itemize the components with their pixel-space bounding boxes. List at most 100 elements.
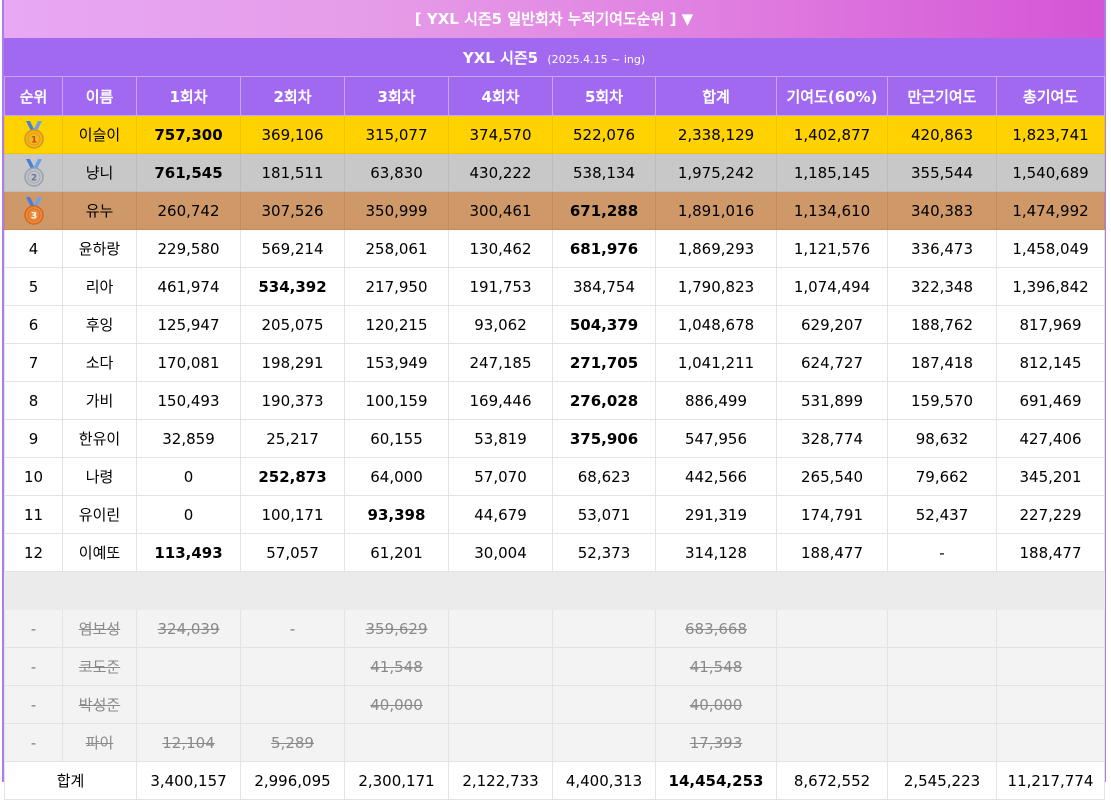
round-2-cell: 307,526 — [240, 191, 345, 230]
contribution-cell: 188,477 — [776, 533, 888, 572]
name-cell: 유이린 — [62, 495, 137, 534]
attendance-contribution-cell: 340,383 — [887, 191, 997, 230]
round-1-cell: 170,081 — [136, 343, 241, 382]
contribution-cell: 8,672,552 — [776, 761, 888, 800]
round-5-cell: 276,028 — [552, 381, 656, 420]
sum-cell: 442,566 — [655, 457, 777, 496]
round-5-cell — [552, 647, 656, 686]
sum-cell: 291,319 — [655, 495, 777, 534]
round-2-cell: 181,511 — [240, 153, 345, 192]
round-4-cell: 300,461 — [448, 191, 553, 230]
divider-cell — [4, 571, 63, 610]
attendance-contribution-cell: 159,570 — [887, 381, 997, 420]
total-contribution-cell: 1,474,992 — [996, 191, 1105, 230]
divider-cell — [62, 571, 137, 610]
sum-cell: 1,869,293 — [655, 229, 777, 268]
silver-medal-icon: 2 — [23, 158, 44, 187]
rank-cell: 12 — [4, 533, 63, 572]
header-row: 순위 이름 1회차 2회차 3회차 4회차 5회차 합계 기여도(60%) 만근… — [4, 76, 1105, 116]
round-3-cell: 258,061 — [344, 229, 449, 268]
sum-cell: 314,128 — [655, 533, 777, 572]
contribution-cell — [776, 723, 888, 762]
round-5-cell: 68,623 — [552, 457, 656, 496]
header-sum: 합계 — [655, 76, 777, 116]
header-contribution: 기여도(60%) — [776, 76, 888, 116]
total-contribution-cell: 427,406 — [996, 419, 1105, 458]
round-4-cell: 57,070 — [448, 457, 553, 496]
round-5-cell: 53,071 — [552, 495, 656, 534]
round-5-cell — [552, 685, 656, 724]
round-5-cell — [552, 609, 656, 648]
rank-cell: - — [4, 609, 63, 648]
rank-cell: 8 — [4, 381, 63, 420]
contribution-cell: 1,185,145 — [776, 153, 888, 192]
totals-row: 합계 3,400,157 2,996,095 2,300,171 2,122,733 4,… — [4, 761, 1105, 800]
sum-cell: 2,338,129 — [655, 115, 777, 154]
round-3-cell: 217,950 — [344, 267, 449, 306]
round-4-cell: 191,753 — [448, 267, 553, 306]
attendance-contribution-cell: 2,545,223 — [887, 761, 997, 800]
round-1-cell: 324,039 — [136, 609, 241, 648]
divider-cell — [655, 571, 777, 610]
rank-cell: 6 — [4, 305, 63, 344]
divider-cell — [136, 571, 241, 610]
round-4-cell: 93,062 — [448, 305, 553, 344]
round-5-cell: 504,379 — [552, 305, 656, 344]
round-1-cell — [136, 647, 241, 686]
round-4-cell: 53,819 — [448, 419, 553, 458]
sum-cell: 1,891,016 — [655, 191, 777, 230]
round-5-cell: 671,288 — [552, 191, 656, 230]
round-1-cell: 125,947 — [136, 305, 241, 344]
round-4-cell — [448, 647, 553, 686]
total-contribution-cell — [996, 723, 1105, 762]
divider-cell — [344, 571, 449, 610]
table-row: 8 가비 150,493 190,373 100,159 169,446 276,028 88… — [4, 381, 1105, 420]
rank-cell: 7 — [4, 343, 63, 382]
round-1-cell: 12,104 — [136, 723, 241, 762]
sum-cell: 683,668 — [655, 609, 777, 648]
round-5-cell: 538,134 — [552, 153, 656, 192]
divider-cell — [996, 571, 1105, 610]
rank-cell: 5 — [4, 267, 63, 306]
table-row: 4 윤하랑 229,580 569,214 258,061 130,462 681,976 1… — [4, 229, 1105, 268]
total-contribution-cell: 1,396,842 — [996, 267, 1105, 306]
round-5-cell: 681,976 — [552, 229, 656, 268]
round-5-cell: 271,705 — [552, 343, 656, 382]
name-cell: 소다 — [62, 343, 137, 382]
round-2-cell: 25,217 — [240, 419, 345, 458]
round-3-cell: 41,548 — [344, 647, 449, 686]
round-1-cell: 150,493 — [136, 381, 241, 420]
contribution-cell: 1,074,494 — [776, 267, 888, 306]
total-contribution-cell: 227,229 — [996, 495, 1105, 534]
svg-text:2: 2 — [30, 173, 36, 183]
name-cell: 박성준 — [62, 685, 137, 724]
round-2-cell: 5,289 — [240, 723, 345, 762]
table-row: 10 나령 0 252,873 64,000 57,070 68,623 442,566 265… — [4, 457, 1105, 496]
total-contribution-cell: 188,477 — [996, 533, 1105, 572]
name-cell: 한유이 — [62, 419, 137, 458]
sum-cell: 886,499 — [655, 381, 777, 420]
round-1-cell: 0 — [136, 457, 241, 496]
round-1-cell — [136, 685, 241, 724]
sum-cell: 41,548 — [655, 647, 777, 686]
round-5-cell: 4,400,313 — [552, 761, 656, 800]
total-contribution-cell: 1,823,741 — [996, 115, 1105, 154]
round-2-cell: 534,392 — [240, 267, 345, 306]
attendance-contribution-cell — [887, 647, 997, 686]
table-row: 1 이슬이 757,300 369,106 315,077 374,570 522,076 2… — [4, 115, 1105, 154]
divider-cell — [448, 571, 553, 610]
round-1-cell: 461,974 — [136, 267, 241, 306]
divider-cell — [240, 571, 345, 610]
total-contribution-cell — [996, 647, 1105, 686]
ranking-banner[interactable]: [ YXL 시즌5 일반회차 누적기여도순위 ] ▼ — [4, 0, 1104, 38]
attendance-contribution-cell: 355,544 — [887, 153, 997, 192]
round-3-cell: 40,000 — [344, 685, 449, 724]
round-3-cell: 350,999 — [344, 191, 449, 230]
round-4-cell: 2,122,733 — [448, 761, 553, 800]
header-round-4: 4회차 — [448, 76, 553, 116]
round-1-cell: 113,493 — [136, 533, 241, 572]
round-2-cell — [240, 685, 345, 724]
table-row: 2 냥니 761,545 181,511 63,830 430,222 538,134 1,9… — [4, 153, 1105, 192]
rank-cell: 1 — [4, 115, 63, 154]
